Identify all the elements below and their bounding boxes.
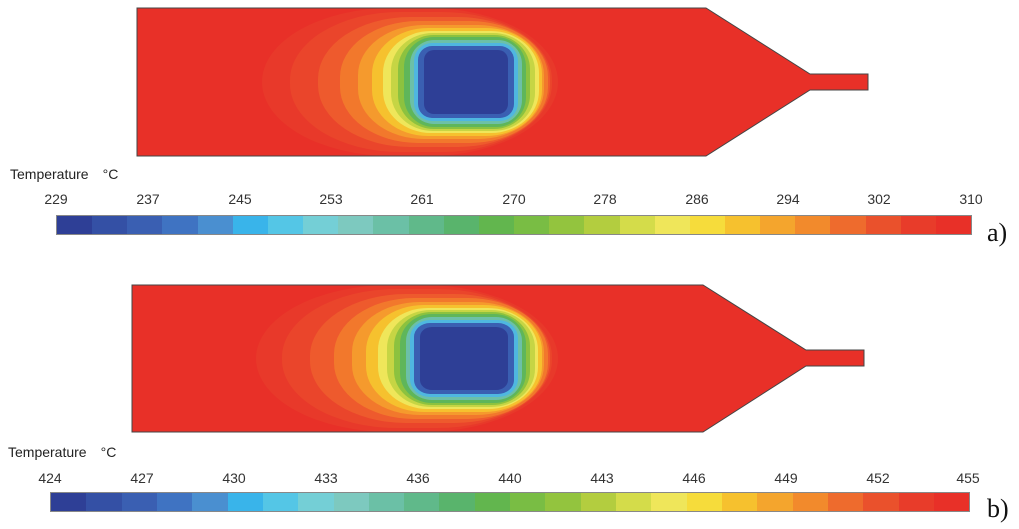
colorbar-band xyxy=(689,216,725,234)
colorbar-band xyxy=(298,493,334,511)
colorbar-band xyxy=(827,493,864,511)
tick-label: 253 xyxy=(319,191,343,207)
colorbar-band xyxy=(898,493,934,511)
tick-label: 229 xyxy=(44,191,68,207)
colorbar-band xyxy=(92,216,128,234)
colorbar-band xyxy=(792,493,828,511)
panel-b: Temperature °C 424 427 430 433 436 440 44… xyxy=(0,270,1019,529)
colorbar-band xyxy=(404,493,440,511)
colorbar-ticks-b: 424 427 430 433 436 440 443 446 449 452 … xyxy=(0,470,1019,488)
colorbar-a xyxy=(56,215,972,235)
panel-a: Temperature °C 229 237 245 253 261 270 27… xyxy=(0,0,1019,262)
colorbar-band xyxy=(192,493,228,511)
colorbar-band xyxy=(443,216,479,234)
colorbar-band xyxy=(474,493,511,511)
colorbar-band xyxy=(57,216,93,234)
colorbar-unit-b: °C xyxy=(100,444,117,460)
colorbar-band xyxy=(368,493,405,511)
tick-label: 286 xyxy=(685,191,709,207)
tick-label: 430 xyxy=(222,470,246,486)
panel-label-b: b) xyxy=(987,494,1009,523)
colorbar-band xyxy=(865,216,901,234)
colorbar-band xyxy=(721,493,758,511)
colorbar-band xyxy=(478,216,515,234)
tick-label: 440 xyxy=(498,470,522,486)
colorbar-title-b: Temperature °C xyxy=(8,444,116,460)
colorbar-band xyxy=(121,493,157,511)
tick-label: 436 xyxy=(406,470,430,486)
colorbar-band xyxy=(545,493,581,511)
tick-label: 449 xyxy=(774,470,798,486)
colorbar-band xyxy=(262,493,299,511)
contour-group-b xyxy=(256,285,558,432)
tick-label: 443 xyxy=(590,470,614,486)
colorbar-ticks-a: 229 237 245 253 261 270 278 286 294 302 … xyxy=(0,191,1019,209)
colorbar-b xyxy=(50,492,970,512)
tick-label: 270 xyxy=(502,191,526,207)
colorbar-band xyxy=(935,216,972,234)
colorbar-band xyxy=(795,216,831,234)
colorbar-band xyxy=(267,216,304,234)
tick-label: 424 xyxy=(38,470,62,486)
colorbar-band xyxy=(651,493,687,511)
colorbar-band xyxy=(197,216,233,234)
colorbar-band xyxy=(686,493,722,511)
colorbar-band xyxy=(373,216,409,234)
tick-label: 427 xyxy=(130,470,154,486)
colorbar-band xyxy=(51,493,87,511)
colorbar-title-a: Temperature °C xyxy=(10,166,118,182)
tick-label: 261 xyxy=(410,191,434,207)
panel-label-a: a) xyxy=(987,218,1008,247)
colorbar-band xyxy=(549,216,585,234)
tick-label: 278 xyxy=(593,191,617,207)
colorbar-band xyxy=(933,493,970,511)
colorbar-band xyxy=(757,493,793,511)
tick-label: 455 xyxy=(956,470,980,486)
colorbar-band xyxy=(510,493,546,511)
tick-label: 433 xyxy=(314,470,338,486)
colorbar-band xyxy=(616,493,652,511)
tick-label: 302 xyxy=(867,191,891,207)
colorbar-band xyxy=(654,216,690,234)
tick-label: 310 xyxy=(959,191,983,207)
colorbar-band xyxy=(863,493,899,511)
colorbar-band xyxy=(900,216,936,234)
colorbar-band xyxy=(86,493,122,511)
tick-label: 452 xyxy=(866,470,890,486)
temperature-field-b xyxy=(131,284,865,433)
colorbar-band xyxy=(232,216,268,234)
colorbar-band xyxy=(127,216,163,234)
colorbar-title-text-a: Temperature xyxy=(10,166,89,182)
colorbar-band xyxy=(580,493,616,511)
colorbar-band xyxy=(584,216,620,234)
colorbar-unit-a: °C xyxy=(102,166,119,182)
tick-label: 446 xyxy=(682,470,706,486)
tick-label: 237 xyxy=(136,191,160,207)
temperature-field-a xyxy=(136,7,869,157)
colorbar-band xyxy=(760,216,796,234)
colorbar-band xyxy=(333,493,369,511)
colorbar-band xyxy=(338,216,374,234)
colorbar-title-text-b: Temperature xyxy=(8,444,87,460)
tick-label: 245 xyxy=(228,191,252,207)
colorbar-band xyxy=(724,216,761,234)
colorbar-band xyxy=(830,216,866,234)
colorbar-band xyxy=(162,216,198,234)
colorbar-band xyxy=(408,216,444,234)
colorbar-band xyxy=(156,493,193,511)
colorbar-band xyxy=(227,493,263,511)
colorbar-band xyxy=(439,493,475,511)
colorbar-band xyxy=(514,216,550,234)
contour-group-a xyxy=(262,8,558,156)
colorbar-band xyxy=(303,216,339,234)
tick-label: 294 xyxy=(776,191,800,207)
colorbar-band xyxy=(619,216,655,234)
